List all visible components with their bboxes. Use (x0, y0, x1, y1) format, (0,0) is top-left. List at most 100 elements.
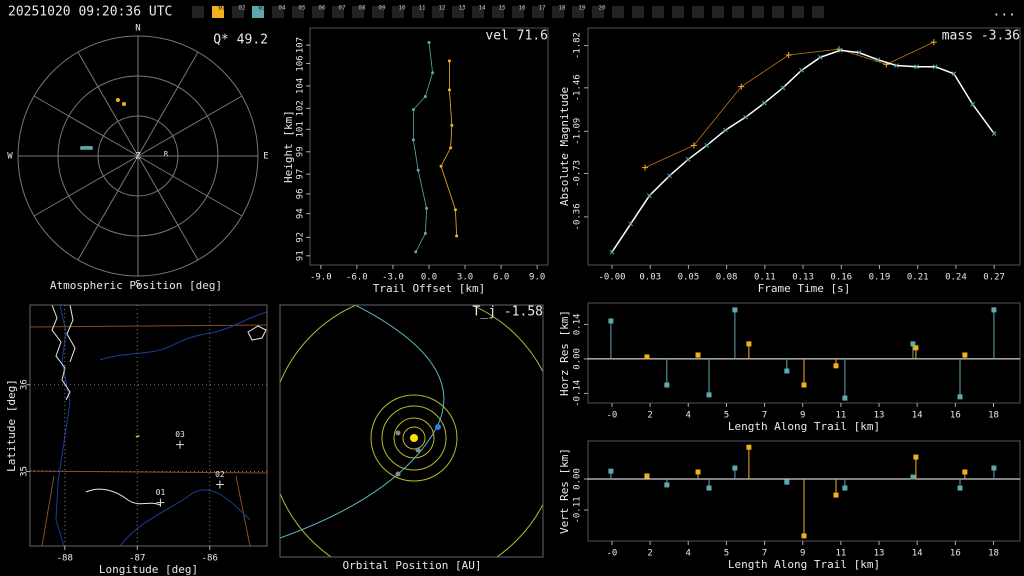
point (642, 164, 649, 171)
stem-marker (910, 474, 916, 480)
border (41, 475, 251, 546)
tab[interactable] (732, 6, 744, 18)
x-tick-label: 0.19 (869, 273, 891, 283)
point (449, 146, 453, 150)
point (423, 231, 427, 235)
tab[interactable] (612, 6, 624, 18)
tab[interactable] (392, 6, 404, 18)
y-axis-label: Vert Res [km] (558, 448, 571, 534)
x-tick-label: 0.0 (421, 273, 437, 283)
tab[interactable] (652, 6, 664, 18)
x-axis-label: Length Along Trail [km] (728, 420, 880, 433)
x-tick-label: 0.03 (639, 273, 661, 283)
tab[interactable] (232, 6, 244, 18)
x-tick-label: -86 (202, 554, 218, 564)
point (115, 98, 120, 103)
tab-label: 13 (458, 5, 466, 12)
tab[interactable] (792, 6, 804, 18)
x-tick-label: 13 (874, 411, 885, 421)
grid-spoke (77, 51, 139, 157)
stem-marker (957, 485, 963, 491)
stem-marker (746, 444, 752, 450)
x-tick-label: 0.21 (907, 273, 929, 283)
tab[interactable] (312, 6, 324, 18)
tab[interactable] (452, 6, 464, 18)
tab[interactable] (512, 6, 524, 18)
point (423, 94, 427, 98)
x-tick-label: -0 (607, 411, 618, 421)
point (856, 50, 862, 55)
tab[interactable] (332, 6, 344, 18)
x-tick-label: 4 (686, 549, 691, 559)
tab[interactable] (592, 6, 604, 18)
point (447, 88, 451, 92)
stem-marker (991, 465, 997, 471)
tab[interactable] (772, 6, 784, 18)
tab[interactable] (532, 6, 544, 18)
point (447, 59, 451, 63)
point (738, 83, 745, 90)
point (780, 85, 786, 91)
menu[interactable]: ... (993, 5, 1016, 20)
tab[interactable] (752, 6, 764, 18)
tab[interactable] (292, 6, 304, 18)
tab[interactable] (472, 6, 484, 18)
stem-marker (664, 482, 670, 488)
point (690, 142, 697, 149)
tab-label: 04 (278, 5, 286, 12)
river (55, 305, 71, 546)
orbit-ring (381, 405, 447, 471)
tab[interactable] (492, 6, 504, 18)
point (85, 145, 90, 150)
x-tick-label: 9 (800, 549, 805, 559)
orbit-frame (279, 304, 544, 558)
x-tick-label: -3.0 (382, 273, 404, 283)
tab-label: 08 (358, 5, 366, 12)
tab[interactable] (672, 6, 684, 18)
tab[interactable] (572, 6, 584, 18)
y-tick-label: 36 (20, 379, 30, 390)
x-axis-label: Trail Offset [km] (373, 282, 486, 295)
tab[interactable] (252, 6, 264, 18)
x-tick-label: 14 (912, 411, 923, 421)
center-label: Z (135, 152, 141, 162)
stem-marker (842, 485, 848, 491)
tab[interactable] (712, 6, 724, 18)
x-tick-label: 0.24 (945, 273, 967, 283)
x-tick-label: 5 (724, 549, 729, 559)
y-tick-label: 99 (296, 146, 306, 157)
y-tick-label: 104 (296, 78, 306, 94)
timestamp: 20251020 09:20:36 UTC (8, 5, 172, 20)
tab[interactable] (632, 6, 644, 18)
x-tick-label: 14 (912, 549, 923, 559)
tab[interactable] (552, 6, 564, 18)
tab[interactable] (412, 6, 424, 18)
grid-spoke (33, 95, 139, 157)
tab[interactable] (432, 6, 444, 18)
stem-marker (833, 492, 839, 498)
x-tick-label: 18 (988, 411, 999, 421)
stem-marker (910, 341, 916, 347)
tab-label: 19 (578, 5, 586, 12)
tab[interactable] (692, 6, 704, 18)
tab-label: 06 (318, 5, 326, 12)
point (785, 51, 792, 58)
point (930, 39, 937, 46)
tab[interactable] (212, 6, 224, 18)
x-tick-label: 9.0 (529, 273, 545, 283)
grid-spoke (137, 95, 243, 157)
tab-label: 05 (298, 5, 306, 12)
tab[interactable] (372, 6, 384, 18)
stem-marker (784, 479, 790, 485)
y-tick-label: -0.73 (573, 160, 583, 187)
y-tick-label: -0.14 (573, 380, 583, 407)
tab[interactable] (812, 6, 824, 18)
direction-label: N (135, 24, 140, 34)
tab[interactable] (272, 6, 284, 18)
point (455, 234, 459, 238)
tab[interactable] (352, 6, 364, 18)
tab[interactable] (192, 6, 204, 18)
y-tick-label: -0.36 (573, 203, 583, 230)
